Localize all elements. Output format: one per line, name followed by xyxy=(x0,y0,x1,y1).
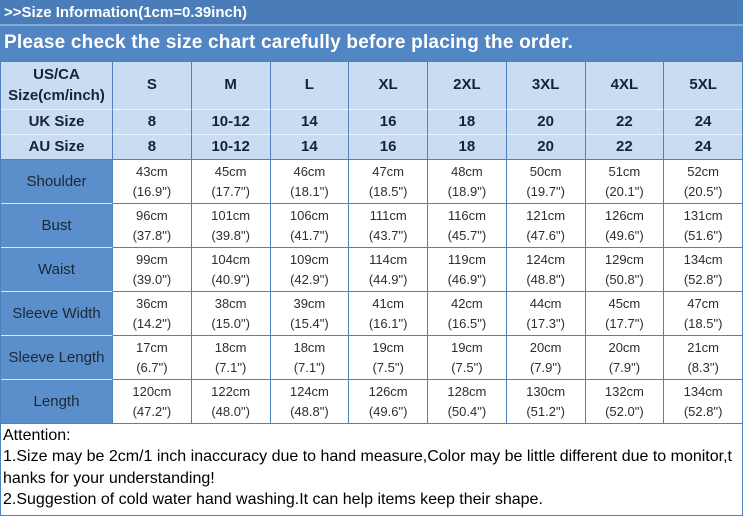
attention-section: Attention: 1.Size may be 2cm/1 inch inac… xyxy=(0,424,743,517)
measurement-value-cell: 44cm (17.3") xyxy=(506,292,586,336)
uk-size-value: 14 xyxy=(270,110,350,135)
size-header-cell-l: L xyxy=(270,62,350,110)
au-size-value: 22 xyxy=(585,135,665,160)
au-size-value: 10-12 xyxy=(191,135,271,160)
measurement-value-cell: 17cm (6.7") xyxy=(113,336,192,380)
measurement-value-cell: 122cm (48.0") xyxy=(191,380,271,424)
attention-title: Attention: xyxy=(3,427,71,444)
measurement-label-cell: Sleeve Length xyxy=(1,336,113,380)
size-header-cell-s: S xyxy=(113,62,192,110)
measurement-value-cell: 36cm (14.2") xyxy=(113,292,192,336)
measurement-value-cell: 116cm (45.7") xyxy=(428,204,507,248)
measurement-value-cell: 124cm (48.8") xyxy=(506,248,586,292)
measurement-label-cell: Bust xyxy=(1,204,113,248)
measurement-value-cell: 130cm (51.2") xyxy=(506,380,586,424)
measurement-value-cell: 134cm (52.8") xyxy=(664,248,743,292)
size-header-cell-5xl: 5XL xyxy=(664,62,743,110)
size-header-cell-3xl: 3XL xyxy=(506,62,586,110)
measurement-value-cell: 47cm (18.5") xyxy=(664,292,743,336)
measurement-value-cell: 20cm (7.9") xyxy=(585,336,665,380)
measurement-row-shoulder: Shoulder 43cm (16.9") 45cm (17.7") 46cm … xyxy=(1,160,743,204)
measurement-value-cell: 38cm (15.0") xyxy=(191,292,271,336)
measurement-value-cell: 121cm (47.6") xyxy=(506,204,586,248)
au-size-value: 16 xyxy=(349,135,428,160)
measurement-value-cell: 126cm (49.6") xyxy=(349,380,428,424)
measurement-row-sleeve-width: Sleeve Width 36cm (14.2") 38cm (15.0") 3… xyxy=(1,292,743,336)
attention-line: hanks for your understanding! xyxy=(3,469,215,487)
measurement-value-cell: 52cm (20.5") xyxy=(664,160,743,204)
measurement-value-cell: 129cm (50.8") xyxy=(585,248,665,292)
measurement-value-cell: 131cm (51.6") xyxy=(664,204,743,248)
attention-line: 2.Suggestion of cold water hand washing.… xyxy=(3,490,543,508)
measurement-value-cell: 96cm (37.8") xyxy=(113,204,192,248)
measurement-value-cell: 19cm (7.5") xyxy=(349,336,428,380)
corner-header-cell: US/CA Size(cm/inch) xyxy=(1,62,113,110)
measurement-value-cell: 48cm (18.9") xyxy=(428,160,507,204)
measurement-value-cell: 132cm (52.0") xyxy=(585,380,665,424)
au-size-value: 18 xyxy=(428,135,507,160)
au-size-value: 8 xyxy=(113,135,192,160)
size-header-cell-2xl: 2XL xyxy=(428,62,507,110)
measurement-label-cell: Shoulder xyxy=(1,160,113,204)
size-header-cell-4xl: 4XL xyxy=(585,62,665,110)
measurement-value-cell: 99cm (39.0") xyxy=(113,248,192,292)
size-chart-notice-bar: Please check the size chart carefully be… xyxy=(0,26,743,60)
measurement-value-cell: 50cm (19.7") xyxy=(506,160,586,204)
size-table: US/CA Size(cm/inch) S M L XL 2XL 3XL 4XL… xyxy=(0,60,743,424)
uk-size-label: UK Size xyxy=(1,110,113,135)
measurement-value-cell: 124cm (48.8") xyxy=(270,380,350,424)
attention-line: 1.Size may be 2cm/1 inch inaccuracy due … xyxy=(3,448,732,466)
au-size-label: AU Size xyxy=(1,135,113,160)
measurement-value-cell: 128cm (50.4") xyxy=(428,380,507,424)
measurement-label-cell: Waist xyxy=(1,248,113,292)
measurement-row-sleeve-length: Sleeve Length 17cm (6.7") 18cm (7.1") 18… xyxy=(1,336,743,380)
measurement-value-cell: 120cm (47.2") xyxy=(113,380,192,424)
measurement-value-cell: 114cm (44.9") xyxy=(349,248,428,292)
measurement-value-cell: 45cm (17.7") xyxy=(585,292,665,336)
measurement-value-cell: 47cm (18.5") xyxy=(349,160,428,204)
au-size-row: AU Size 8 10-12 14 16 18 20 22 24 xyxy=(1,135,743,160)
measurement-label-cell: Sleeve Width xyxy=(1,292,113,336)
measurement-value-cell: 126cm (49.6") xyxy=(585,204,665,248)
measurement-value-cell: 20cm (7.9") xyxy=(506,336,586,380)
measurement-value-cell: 21cm (8.3") xyxy=(664,336,743,380)
uk-size-value: 24 xyxy=(664,110,743,135)
uk-size-value: 10-12 xyxy=(191,110,271,135)
measurement-value-cell: 101cm (39.8") xyxy=(191,204,271,248)
measurement-value-cell: 18cm (7.1") xyxy=(191,336,271,380)
measurement-value-cell: 19cm (7.5") xyxy=(428,336,507,380)
measurement-value-cell: 106cm (41.7") xyxy=(270,204,350,248)
measurement-value-cell: 41cm (16.1") xyxy=(349,292,428,336)
measurement-row-bust: Bust 96cm (37.8") 101cm (39.8") 106cm (4… xyxy=(1,204,743,248)
uk-size-row: UK Size 8 10-12 14 16 18 20 22 24 xyxy=(1,110,743,135)
measurement-value-cell: 42cm (16.5") xyxy=(428,292,507,336)
au-size-value: 24 xyxy=(664,135,743,160)
measurement-value-cell: 18cm (7.1") xyxy=(270,336,350,380)
size-header-row: US/CA Size(cm/inch) S M L XL 2XL 3XL 4XL… xyxy=(1,62,743,110)
measurement-value-cell: 43cm (16.9") xyxy=(113,160,192,204)
au-size-value: 14 xyxy=(270,135,350,160)
uk-size-value: 18 xyxy=(428,110,507,135)
measurement-label-cell: Length xyxy=(1,380,113,424)
uk-size-value: 16 xyxy=(349,110,428,135)
measurement-value-cell: 111cm (43.7") xyxy=(349,204,428,248)
uk-size-value: 8 xyxy=(113,110,192,135)
size-header-cell-m: M xyxy=(191,62,271,110)
uk-size-value: 22 xyxy=(585,110,665,135)
measurement-value-cell: 104cm (40.9") xyxy=(191,248,271,292)
measurement-value-cell: 39cm (15.4") xyxy=(270,292,350,336)
measurement-row-length: Length 120cm (47.2") 122cm (48.0") 124cm… xyxy=(1,380,743,424)
measurement-value-cell: 45cm (17.7") xyxy=(191,160,271,204)
size-info-title-bar: >>Size Information(1cm=0.39inch) xyxy=(0,0,743,26)
measurement-row-waist: Waist 99cm (39.0") 104cm (40.9") 109cm (… xyxy=(1,248,743,292)
measurement-value-cell: 46cm (18.1") xyxy=(270,160,350,204)
au-size-value: 20 xyxy=(506,135,586,160)
size-header-cell-xl: XL xyxy=(349,62,428,110)
measurement-value-cell: 119cm (46.9") xyxy=(428,248,507,292)
measurement-value-cell: 109cm (42.9") xyxy=(270,248,350,292)
measurement-value-cell: 134cm (52.8") xyxy=(664,380,743,424)
measurement-value-cell: 51cm (20.1") xyxy=(585,160,665,204)
uk-size-value: 20 xyxy=(506,110,586,135)
